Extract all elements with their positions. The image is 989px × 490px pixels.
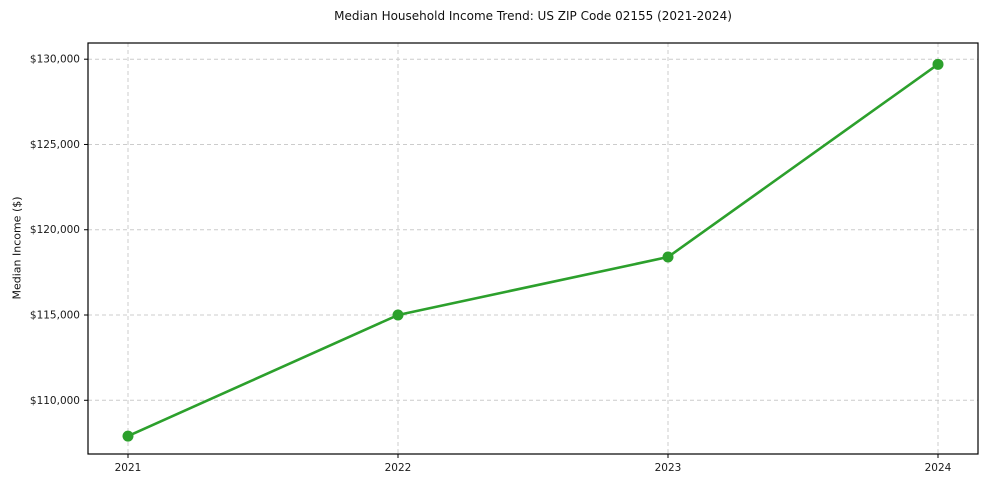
chart-title: Median Household Income Trend: US ZIP Co… — [334, 9, 732, 23]
data-point-2024 — [932, 58, 944, 70]
y-tick-label: $110,000 — [30, 395, 80, 407]
x-tick-label: 2022 — [385, 462, 412, 474]
y-tick-label: $125,000 — [30, 139, 80, 151]
x-tick-label: 2024 — [925, 462, 952, 474]
y-tick-label: $115,000 — [30, 310, 80, 322]
data-point-2022 — [392, 309, 404, 321]
axes-frame — [87, 42, 979, 455]
income-trend-line — [126, 63, 940, 438]
data-point-2023 — [662, 251, 674, 263]
data-point-2021 — [122, 430, 134, 442]
x-tick-label: 2021 — [115, 462, 142, 474]
y-tick-label: $130,000 — [30, 54, 80, 66]
x-tick-label: 2023 — [655, 462, 682, 474]
y-tick-label: $120,000 — [30, 224, 80, 236]
